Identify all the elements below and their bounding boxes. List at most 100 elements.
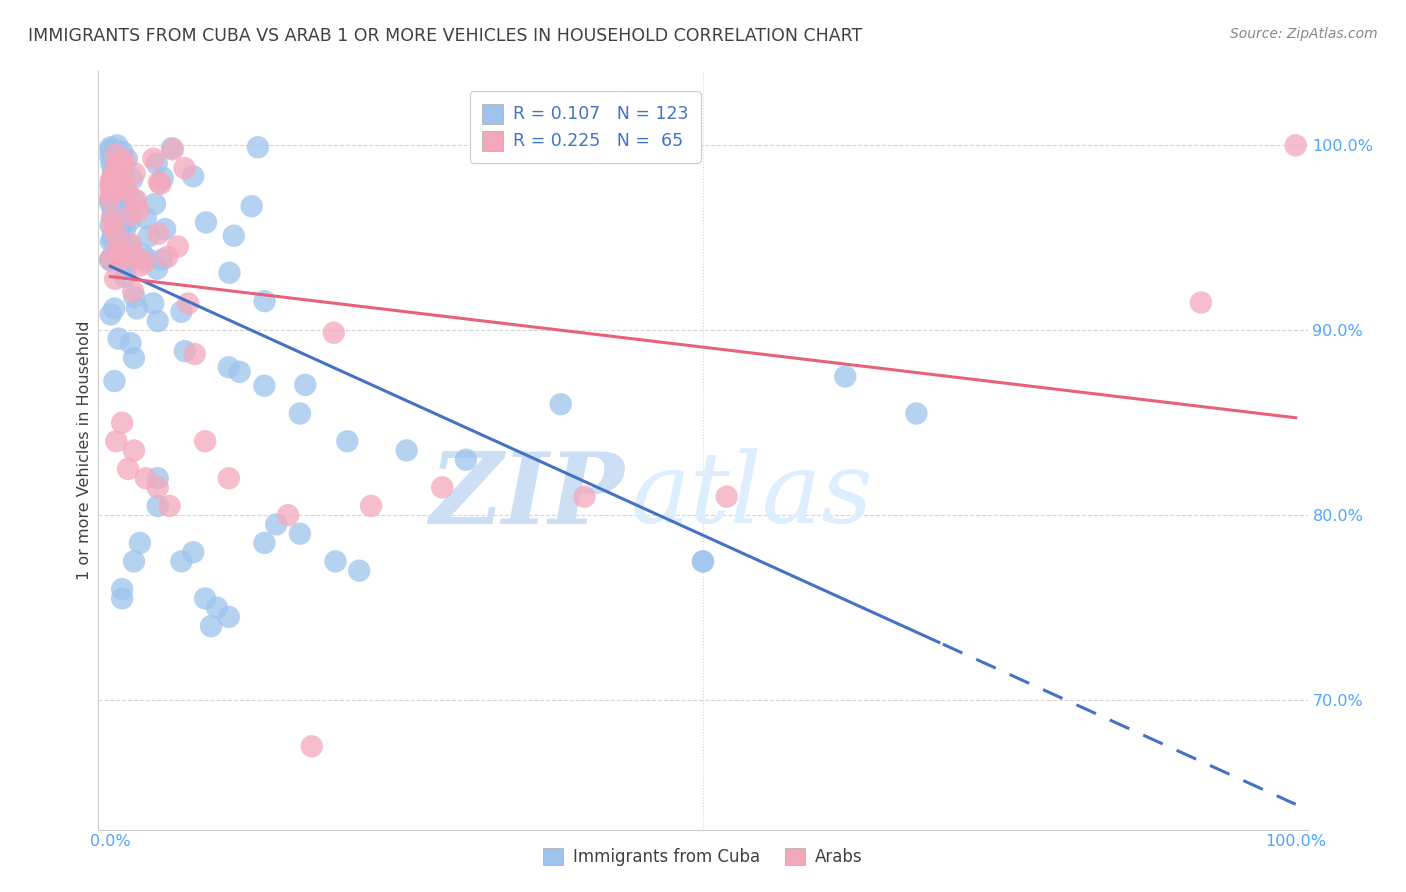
Point bbox=[100, 178, 122, 192]
Point bbox=[129, 259, 152, 273]
Point bbox=[153, 222, 176, 236]
Point bbox=[120, 336, 142, 351]
Point bbox=[101, 211, 124, 225]
Point bbox=[115, 260, 138, 274]
Point bbox=[218, 360, 240, 375]
Point bbox=[194, 591, 217, 606]
Point bbox=[574, 490, 596, 504]
Point bbox=[218, 610, 240, 624]
Point bbox=[104, 147, 127, 161]
Point bbox=[222, 228, 245, 243]
Point bbox=[124, 166, 146, 180]
Point bbox=[110, 181, 132, 195]
Point bbox=[148, 227, 170, 241]
Point bbox=[253, 294, 276, 309]
Point bbox=[177, 296, 200, 310]
Point bbox=[170, 305, 193, 319]
Point bbox=[135, 211, 157, 225]
Point bbox=[149, 177, 172, 191]
Point bbox=[98, 253, 121, 268]
Point bbox=[105, 434, 128, 449]
Point bbox=[111, 145, 134, 159]
Point bbox=[146, 471, 169, 485]
Point bbox=[432, 480, 454, 494]
Legend: R = 0.107   N = 123, R = 0.225   N =  65: R = 0.107 N = 123, R = 0.225 N = 65 bbox=[470, 91, 702, 162]
Point bbox=[692, 554, 714, 568]
Point bbox=[100, 140, 122, 154]
Point bbox=[181, 169, 204, 184]
Point bbox=[100, 179, 122, 194]
Point bbox=[115, 252, 138, 266]
Point bbox=[100, 186, 122, 200]
Point bbox=[104, 233, 127, 247]
Point bbox=[100, 235, 122, 249]
Point bbox=[112, 239, 135, 253]
Point bbox=[105, 144, 128, 158]
Point bbox=[101, 219, 124, 233]
Point bbox=[100, 157, 122, 171]
Point bbox=[146, 480, 169, 494]
Point bbox=[115, 247, 138, 261]
Point bbox=[105, 157, 128, 171]
Point bbox=[129, 536, 152, 550]
Point bbox=[105, 227, 128, 242]
Point bbox=[253, 536, 276, 550]
Point bbox=[160, 141, 183, 155]
Point bbox=[121, 172, 143, 186]
Point bbox=[240, 199, 263, 213]
Point bbox=[104, 215, 127, 229]
Point bbox=[228, 365, 250, 379]
Point bbox=[100, 145, 122, 159]
Point bbox=[98, 252, 121, 267]
Point bbox=[125, 193, 148, 207]
Point bbox=[98, 196, 121, 211]
Point bbox=[110, 242, 132, 256]
Point bbox=[103, 301, 125, 316]
Point bbox=[107, 241, 129, 255]
Point bbox=[107, 332, 129, 346]
Point bbox=[148, 175, 170, 189]
Point bbox=[716, 490, 738, 504]
Point bbox=[108, 238, 131, 252]
Y-axis label: 1 or more Vehicles in Household: 1 or more Vehicles in Household bbox=[77, 321, 91, 580]
Point bbox=[194, 434, 217, 449]
Point bbox=[103, 210, 125, 224]
Point bbox=[122, 248, 145, 262]
Point bbox=[118, 246, 141, 260]
Point bbox=[135, 471, 157, 485]
Point bbox=[120, 208, 142, 222]
Point bbox=[100, 193, 122, 207]
Text: atlas: atlas bbox=[630, 449, 873, 543]
Point bbox=[454, 452, 477, 467]
Point bbox=[347, 564, 370, 578]
Point bbox=[692, 554, 714, 568]
Point bbox=[288, 526, 311, 541]
Point bbox=[110, 253, 132, 268]
Point bbox=[200, 619, 222, 633]
Point bbox=[834, 369, 856, 384]
Point bbox=[115, 185, 138, 199]
Point bbox=[301, 739, 323, 754]
Point bbox=[195, 215, 218, 229]
Point bbox=[1285, 138, 1308, 153]
Point bbox=[146, 499, 169, 513]
Point bbox=[146, 261, 169, 276]
Point bbox=[108, 240, 131, 254]
Point bbox=[1189, 295, 1212, 310]
Text: IMMIGRANTS FROM CUBA VS ARAB 1 OR MORE VEHICLES IN HOUSEHOLD CORRELATION CHART: IMMIGRANTS FROM CUBA VS ARAB 1 OR MORE V… bbox=[28, 27, 862, 45]
Point bbox=[288, 407, 311, 421]
Point bbox=[110, 156, 132, 170]
Point bbox=[101, 201, 124, 215]
Point bbox=[101, 209, 124, 223]
Point bbox=[146, 157, 169, 171]
Point bbox=[105, 138, 128, 153]
Point bbox=[112, 258, 135, 272]
Point bbox=[142, 152, 165, 166]
Point bbox=[294, 377, 316, 392]
Point bbox=[111, 582, 134, 596]
Point bbox=[550, 397, 572, 411]
Text: Source: ZipAtlas.com: Source: ZipAtlas.com bbox=[1230, 27, 1378, 41]
Point bbox=[110, 219, 132, 234]
Point bbox=[101, 169, 124, 183]
Point bbox=[105, 164, 128, 178]
